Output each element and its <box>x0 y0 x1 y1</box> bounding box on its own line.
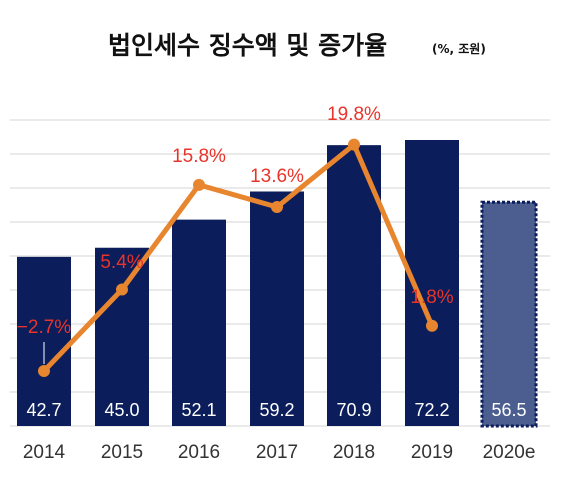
bar-value-label: 70.9 <box>336 400 371 420</box>
x-tick-label: 2020e <box>483 442 536 463</box>
growth-rate-label: −2.7% <box>17 317 72 338</box>
bar <box>172 219 226 426</box>
growth-point <box>38 365 50 377</box>
growth-line <box>38 138 438 377</box>
growth-rate-label: 15.8% <box>172 146 226 167</box>
growth-point <box>193 178 205 191</box>
chart-title: 법인세수 징수액 및 증가율 <box>108 31 387 60</box>
bar-value-label: 45.0 <box>104 400 139 420</box>
growth-rate-label: 5.4% <box>100 252 143 273</box>
growth-point <box>116 283 128 296</box>
x-tick-label: 2018 <box>333 442 375 463</box>
bar-value-label: 72.2 <box>414 400 449 420</box>
growth-point <box>426 319 438 332</box>
bars <box>17 140 538 428</box>
x-axis-tick-labels: 2014 2015 2016 2017 2018 2019 2020e <box>23 442 536 463</box>
x-tick-label: 2014 <box>23 442 66 463</box>
bar <box>17 256 71 426</box>
growth-rate-label: 13.6% <box>250 166 304 187</box>
x-tick-label: 2019 <box>411 442 453 463</box>
growth-rate-label: 1.8% <box>410 287 453 308</box>
bar-estimate <box>480 200 538 428</box>
bar-value-label: 52.1 <box>181 400 216 420</box>
growth-rate-label: 19.8% <box>327 104 381 125</box>
growth-rate-labels: −2.7% 5.4% 15.8% 13.6% 19.8% 1.8% <box>17 104 454 338</box>
growth-line-path <box>42 142 435 373</box>
growth-point <box>348 138 360 151</box>
bar-value-label: 56.5 <box>491 400 526 420</box>
x-tick-label: 2015 <box>101 442 143 463</box>
bar <box>95 247 149 426</box>
bar-value-label: 59.2 <box>259 400 294 420</box>
x-tick-label: 2016 <box>178 442 220 463</box>
bar-value-labels: 42.7 45.0 52.1 59.2 70.9 72.2 56.5 <box>26 400 526 420</box>
bar-value-label: 42.7 <box>26 400 61 420</box>
bar <box>250 191 304 426</box>
growth-point <box>271 201 283 214</box>
chart-unit: (%, 조원) <box>432 42 486 56</box>
x-tick-label: 2017 <box>256 442 298 463</box>
